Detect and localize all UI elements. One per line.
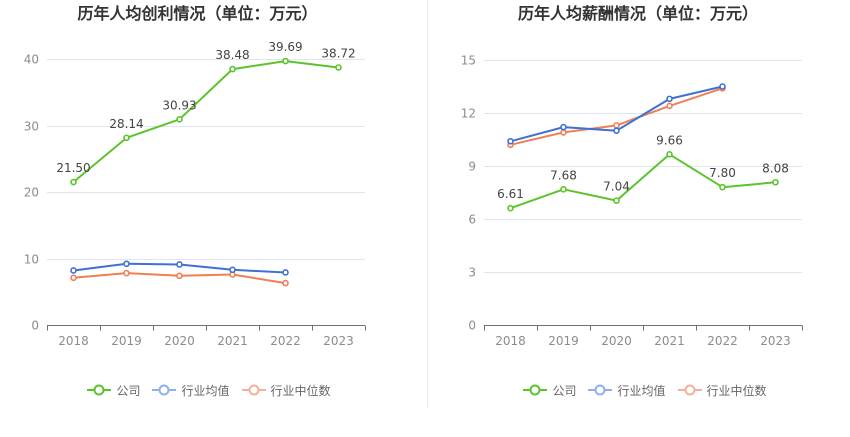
company-point — [229, 65, 236, 73]
industry-mean-point — [229, 266, 236, 274]
company-data-label: 38.48 — [215, 48, 249, 62]
industry-median-point — [613, 122, 620, 129]
industry-mean-point — [666, 95, 673, 103]
salary-per-capita-line-chart: 0 3 6 9 12 15 2018 2019 2020 2021 2022 2023 6.61 7.68… — [461, 54, 803, 348]
industry-mean-point — [560, 123, 567, 131]
company-data-label: 21.50 — [56, 161, 90, 175]
industry-median-point — [123, 269, 130, 277]
y-tick-label: 30 — [24, 120, 39, 134]
x-tick-label: 2023 — [760, 334, 791, 348]
legend-item-company[interactable]: 公司 — [87, 382, 140, 399]
industry-mean-point — [176, 261, 183, 268]
industry-median-line — [509, 87, 724, 146]
legend-item-company[interactable]: 公司 — [523, 382, 576, 399]
company-data-label: 7.04 — [603, 180, 630, 194]
company-data-label: 7.80 — [709, 166, 736, 180]
y-tick-label: 20 — [24, 186, 39, 200]
x-tick-label: 2021 — [654, 334, 685, 348]
company-point — [123, 134, 130, 142]
legend-label: 公司 — [552, 383, 577, 398]
company-point — [176, 116, 183, 123]
y-tick-label: 0 — [31, 319, 39, 333]
x-tick-label: 2023 — [323, 334, 354, 348]
chart-legend: 公司 行业均值 行业中位数 — [0, 381, 418, 399]
company-point — [70, 178, 77, 186]
chart-title: 历年人均薪酬情况（单位：万元） — [517, 4, 758, 23]
company-data-label: 9.66 — [656, 133, 683, 147]
company-point — [560, 186, 567, 193]
legend-label: 行业均值 — [617, 383, 666, 398]
company-point — [282, 57, 289, 65]
x-tick-label: 2019 — [111, 334, 142, 348]
legend-label: 行业中位数 — [706, 383, 767, 398]
legend-item-industry-median[interactable]: 行业中位数 — [241, 382, 331, 399]
company-data-label: 38.72 — [321, 47, 355, 61]
industry-median-point — [666, 102, 673, 110]
legend-line-marker-icon — [523, 384, 548, 396]
company-point — [719, 183, 726, 191]
industry-mean-point — [123, 260, 130, 268]
industry-median-point — [282, 279, 289, 287]
legend-line-marker-icon — [87, 384, 112, 396]
company-data-label: 7.68 — [550, 168, 577, 182]
y-tick-label: 9 — [468, 160, 476, 174]
company-line — [509, 153, 777, 210]
legend-item-industry-median[interactable]: 行业中位数 — [677, 382, 767, 399]
x-tick-label: 2020 — [164, 334, 195, 348]
y-tick-label: 0 — [468, 319, 476, 333]
x-tick-label: 2019 — [548, 334, 579, 348]
y-tick-label: 40 — [24, 53, 39, 67]
industry-mean-point — [70, 267, 77, 274]
company-data-label: 28.14 — [109, 117, 143, 131]
company-point — [666, 151, 673, 158]
x-tick-label: 2020 — [601, 334, 632, 348]
x-tick-label: 2021 — [217, 334, 248, 348]
y-tick-label: 15 — [461, 54, 476, 68]
legend-line-marker-icon — [241, 384, 266, 396]
company-point — [613, 197, 620, 204]
panel-divider — [427, 0, 428, 408]
chart-title: 历年人均创利情况（单位：万元） — [77, 4, 318, 23]
x-tick-label: 2022 — [707, 334, 738, 348]
y-tick-label: 12 — [461, 107, 476, 121]
y-tick-label: 10 — [24, 253, 39, 267]
industry-mean-point — [507, 137, 514, 145]
company-point — [507, 204, 514, 212]
industry-mean-point — [719, 83, 726, 90]
company-line — [72, 60, 340, 183]
x-tick-label: 2022 — [270, 334, 301, 348]
company-data-label: 30.93 — [162, 98, 196, 112]
legend-label: 行业均值 — [181, 383, 230, 398]
company-data-label: 39.69 — [268, 40, 302, 54]
legend-label: 行业中位数 — [270, 383, 331, 398]
chart-legend: 公司 行业均值 行业中位数 — [440, 381, 850, 399]
x-tick-label: 2018 — [495, 334, 526, 348]
legend-item-industry-mean[interactable]: 行业均值 — [152, 382, 230, 399]
legend-line-marker-icon — [588, 384, 613, 396]
profit-per-capita-chart-panel: 历年人均创利情况（单位：万元） 0 10 20 30 40 2018 2019 2020 202… — [0, 4, 418, 399]
company-data-label: 6.61 — [497, 187, 524, 201]
y-tick-label: 6 — [468, 213, 476, 227]
legend-label: 公司 — [116, 383, 141, 398]
industry-median-point — [560, 129, 567, 136]
legend-item-industry-mean[interactable]: 行业均值 — [588, 382, 666, 399]
company-point — [772, 178, 779, 186]
company-point — [335, 64, 342, 71]
legend-line-marker-icon — [677, 384, 702, 396]
legend-line-marker-icon — [152, 384, 177, 396]
company-data-label: 8.08 — [762, 161, 789, 175]
industry-mean-point — [613, 127, 620, 134]
industry-mean-point — [282, 269, 289, 276]
industry-median-point — [176, 272, 183, 280]
x-tick-label: 2018 — [58, 334, 89, 348]
industry-median-point — [70, 274, 77, 282]
profit-per-capita-line-chart: 0 10 20 30 40 2018 2019 2020 2021 2022 2023 21.50 28… — [24, 40, 366, 348]
y-tick-label: 3 — [468, 266, 476, 280]
salary-per-capita-chart-panel: 历年人均薪酬情况（单位：万元） 0 3 6 9 12 15 2018 2019 2020 2021… — [427, 0, 850, 437]
